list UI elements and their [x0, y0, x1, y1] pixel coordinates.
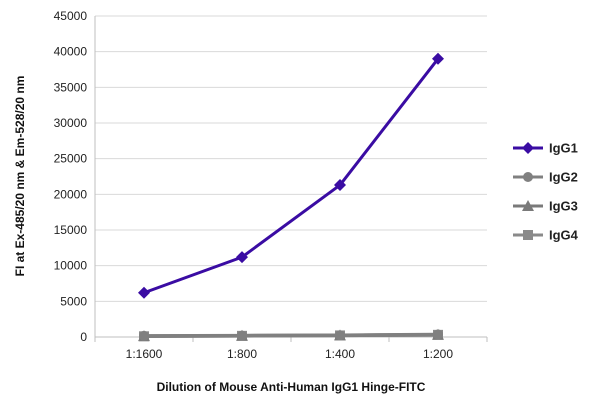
x-tick-label: 1:400: [325, 347, 355, 361]
legend-item-igg4: IgG4: [513, 228, 579, 243]
y-tick-labels: 0 5000 10000 15000 20000 25000 30000 35000 40000…: [54, 9, 88, 344]
legend-label: IgG3: [549, 199, 578, 214]
legend-marker: [522, 200, 534, 211]
y-tick-label: 40000: [54, 45, 88, 59]
series-line: [143, 332, 439, 338]
y-tick-label: 20000: [54, 187, 88, 201]
y-tick-label: 5000: [60, 294, 87, 308]
data-point: [433, 329, 443, 340]
legend-marker: [523, 230, 533, 240]
legend-item-igg1: IgG1: [513, 141, 578, 156]
legend-item-igg3: IgG3: [513, 199, 578, 214]
x-tick-label: 1:200: [423, 347, 453, 361]
legend-marker: [523, 172, 533, 182]
y-axis-title: FI at Ex-485/20 nm & Em-528/20 nm: [13, 76, 27, 277]
series-line: [143, 57, 440, 295]
gridlines: [95, 15, 487, 302]
data-point: [432, 52, 444, 65]
data-point: [334, 179, 346, 192]
y-tick-label: 35000: [54, 80, 88, 94]
y-tick-label: 0: [80, 330, 87, 344]
x-axis-title: Dilution of Mouse Anti-Human IgG1 Hinge-…: [157, 380, 426, 394]
data-point: [139, 330, 149, 341]
legend-label: IgG2: [549, 170, 578, 185]
y-tick-label: 15000: [54, 223, 88, 237]
data-point: [236, 251, 248, 264]
y-tick-label: 25000: [54, 152, 88, 166]
axes: [94, 16, 488, 342]
series-igg1: [138, 52, 444, 299]
series-igg2: [139, 329, 443, 341]
legend-item-igg2: IgG2: [513, 170, 578, 185]
x-tick-label: 1:800: [227, 347, 257, 361]
legend-label: IgG4: [549, 228, 579, 243]
y-tick-label: 30000: [54, 116, 88, 130]
data-point: [237, 330, 247, 341]
y-tick-label: 45000: [54, 9, 88, 23]
x-tick-labels: 1:1600 1:800 1:400 1:200: [126, 347, 454, 361]
legend: IgG1 IgG2 IgG3 IgG4: [513, 141, 579, 243]
series-group: [138, 52, 444, 342]
legend-marker: [522, 142, 534, 154]
data-point: [138, 286, 150, 299]
y-tick-label: 10000: [54, 259, 88, 273]
legend-label: IgG1: [549, 141, 578, 156]
x-tick-label: 1:1600: [126, 347, 163, 361]
data-point: [335, 330, 345, 341]
